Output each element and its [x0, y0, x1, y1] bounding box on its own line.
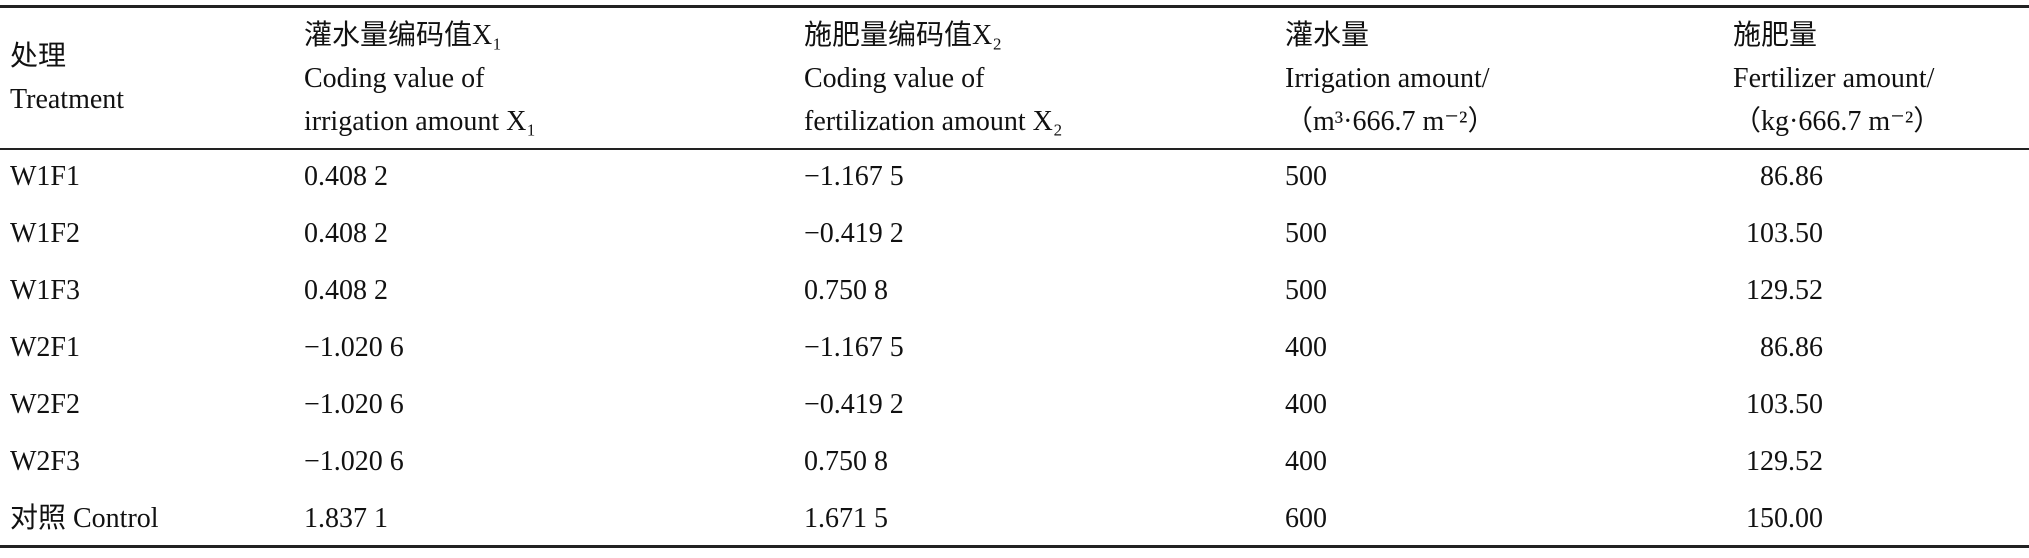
header-text: irrigation amount X₁ [304, 106, 537, 137]
header-text: fertilization amount X₂ [804, 106, 1063, 137]
cell-text: 86.86 [1760, 161, 1823, 192]
header-text: 处理 [10, 41, 67, 72]
header-rule [0, 148, 2029, 150]
cell-text: 1.671 5 [804, 503, 888, 534]
header-text: 施肥量 [1733, 20, 1818, 51]
cell-text: W2F2 [10, 389, 80, 420]
cell-text: 103.50 [1746, 218, 1823, 249]
cell-text: 103.50 [1746, 389, 1823, 420]
top-rule [0, 5, 2029, 8]
cell-text: 0.408 2 [304, 275, 388, 306]
header-text: （m³·666.7 m⁻²） [1285, 106, 1496, 137]
cell-text: 0.408 2 [304, 218, 388, 249]
cell-text: −1.167 5 [804, 161, 904, 192]
cell-text: 0.408 2 [304, 161, 388, 192]
cell-text: −1.020 6 [304, 446, 404, 477]
cell-text: −1.020 6 [304, 389, 404, 420]
header-text: Irrigation amount/ [1285, 63, 1490, 94]
header-text: Fertilizer amount/ [1733, 63, 1935, 94]
cell-text: 0.750 8 [804, 446, 888, 477]
cell-text: 129.52 [1746, 446, 1823, 477]
cell-text: 1.837 1 [304, 503, 388, 534]
cell-text: 0.750 8 [804, 275, 888, 306]
cell-text: −0.419 2 [804, 218, 904, 249]
cell-text: 400 [1285, 332, 1327, 363]
header-text: （kg·666.7 m⁻²） [1733, 106, 1942, 137]
cell-text: 500 [1285, 218, 1327, 249]
cell-text: −1.167 5 [804, 332, 904, 363]
cell-text: 400 [1285, 446, 1327, 477]
cell-text: W1F3 [10, 275, 80, 306]
cell-text: 对照 Control [10, 503, 159, 534]
header-text: 灌水量编码值X₁ [304, 20, 502, 51]
cell-text: 500 [1285, 275, 1327, 306]
cell-text: 600 [1285, 503, 1327, 534]
header-text: Coding value of [304, 63, 485, 94]
bottom-rule [0, 545, 2029, 548]
cell-text: −0.419 2 [804, 389, 904, 420]
header-text: 灌水量 [1285, 20, 1370, 51]
cell-text: 400 [1285, 389, 1327, 420]
cell-text: 500 [1285, 161, 1327, 192]
cell-text: 129.52 [1746, 275, 1823, 306]
cell-text: 86.86 [1760, 332, 1823, 363]
header-text: Treatment [10, 84, 125, 115]
cell-text: 150.00 [1746, 503, 1823, 534]
header-text: 施肥量编码值X₂ [804, 20, 1002, 51]
cell-text: −1.020 6 [304, 332, 404, 363]
cell-text: W2F3 [10, 446, 80, 477]
header-text: Coding value of [804, 63, 985, 94]
cell-text: W1F1 [10, 161, 80, 192]
cell-text: W2F1 [10, 332, 80, 363]
cell-text: W1F2 [10, 218, 80, 249]
